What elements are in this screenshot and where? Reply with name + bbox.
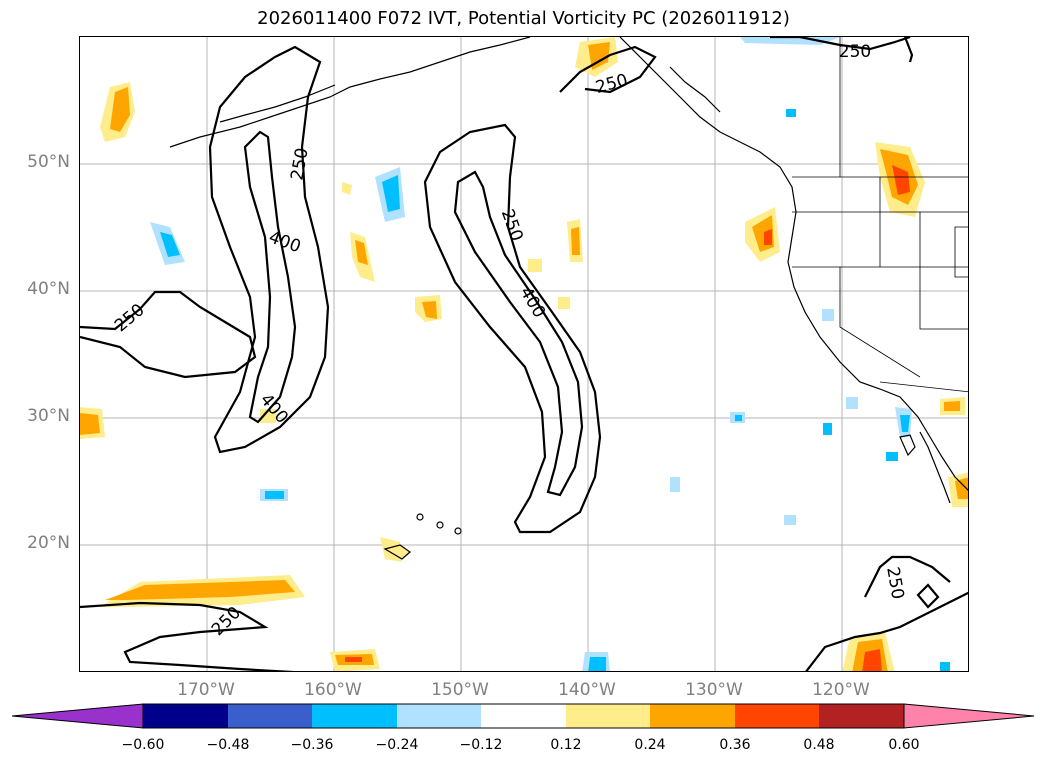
colorbar-segment: [312, 704, 397, 728]
contour-label-250-north-coast: 250: [839, 42, 871, 62]
pv-negative-anomalies: [150, 37, 950, 671]
pv-patch-orange: [342, 182, 352, 195]
ivt-contours: [80, 37, 968, 671]
colorbar-segment: [650, 704, 735, 728]
contour-label-250-central-arc: 250: [497, 207, 527, 244]
colorbar: [12, 703, 1035, 729]
longitude-label-170w: 170°W: [177, 680, 235, 700]
colorbar-tick-label: 0.60: [888, 737, 920, 753]
colorbar-tick-label: −0.12: [459, 737, 503, 753]
contour-label-250-gulf-alaska: 250: [593, 70, 630, 98]
graticule: [80, 37, 968, 671]
ivt-contour-250-central-arc: [423, 123, 602, 534]
colorbar-extend-max: [903, 703, 1035, 729]
longitude-label-120w: 120°W: [812, 680, 870, 700]
colorbar-tick-label: −0.24: [375, 737, 419, 753]
pv-patch-blue: [886, 452, 898, 461]
map-panel[interactable]: 250 250 250 400 400 250 250 400 250 250: [79, 36, 969, 672]
colorbar-tick-label: 0.12: [550, 737, 582, 753]
colorbar-tick-label: −0.48: [206, 737, 250, 753]
colorbar-segment: [143, 704, 228, 728]
contour-label-250-southeast: 250: [882, 565, 907, 600]
pv-patch-blue: [786, 109, 796, 117]
contour-label-250-southwest: 250: [208, 603, 245, 640]
colorbar-extend-min: [12, 703, 144, 729]
pv-patch-blue: [822, 309, 834, 321]
pv-patch-blue: [846, 397, 858, 409]
ivt-contour-250-island: [916, 583, 940, 609]
longitude-label-150w: 150°W: [431, 680, 489, 700]
pv-patch-orange: [558, 297, 570, 309]
latitude-label-20n: 20°N: [27, 533, 70, 553]
pv-patch-blue: [823, 423, 832, 435]
ivt-contour-250-southeast: [805, 591, 968, 671]
ivt-contour-400-central-arc: [453, 170, 584, 497]
latitude-label-40n: 40°N: [27, 279, 70, 299]
ivt-contour-250-southwest: [80, 601, 295, 671]
ivt-contour-250-west-blob: [80, 290, 257, 379]
longitude-label-130w: 130°W: [685, 680, 743, 700]
colorbar-segment: [397, 704, 481, 728]
latitude-label-30n: 30°N: [27, 406, 70, 426]
pv-patch-blue: [784, 515, 796, 525]
colorbar-tick-label: 0.48: [803, 737, 835, 753]
colorbar-segment: [228, 704, 312, 728]
ivt-contour-400-west-arc: [243, 130, 297, 424]
pv-patch-blue: [670, 477, 680, 492]
pv-patch-orange: [528, 259, 542, 272]
longitude-label-140w: 140°W: [558, 680, 616, 700]
ivt-contour-250-southeast-ring: [864, 555, 951, 598]
political-borders: [792, 37, 968, 393]
colorbar-segment: [819, 704, 904, 728]
colorbar-tick-label: 0.36: [719, 737, 751, 753]
longitude-label-160w: 160°W: [304, 680, 362, 700]
pv-patch-orange: [260, 409, 276, 423]
colorbar-tick-label: 0.24: [634, 737, 666, 753]
colorbar-tick-label: −0.60: [121, 737, 165, 753]
chart-title: 2026011400 F072 IVT, Potential Vorticity…: [257, 8, 790, 29]
colorbar-tick-label: −0.36: [290, 737, 334, 753]
ivt-contour-250-west-arc: [208, 45, 330, 454]
colorbar-segment: [481, 704, 566, 728]
coastlines: [169, 37, 968, 560]
contour-label-400-west-arc-north: 400: [266, 227, 303, 257]
ivt-contour-250-north-coast: [770, 37, 911, 51]
colorbar-segment: [566, 704, 650, 728]
map-canvas: 250 250 250 400 400 250 250 400 250 250: [80, 37, 968, 671]
contour-label-250-west-arc: 250: [287, 146, 312, 181]
latitude-label-50n: 50°N: [27, 152, 70, 172]
ivt-contour-250-north: [559, 45, 657, 94]
pv-patch-blue: [940, 662, 950, 671]
colorbar-segment: [735, 704, 819, 728]
ivt-contour-250-north-coast2: [903, 37, 914, 63]
